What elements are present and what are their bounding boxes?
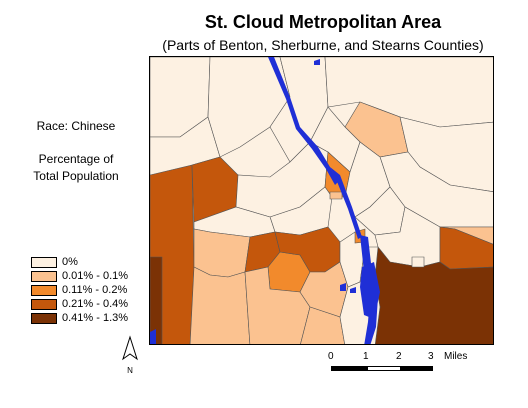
scale-tick-3: 3 (428, 351, 434, 362)
legend-swatch (31, 270, 57, 282)
scale-segment-2 (367, 366, 401, 371)
legend: 0% 0.01% - 0.1% 0.11% - 0.2% 0.21% - 0.4… (31, 255, 128, 325)
scale-tick-2: 2 (396, 351, 402, 362)
tract-ne-top (324, 57, 493, 128)
legend-label: 0.01% - 0.1% (62, 270, 129, 282)
map-subtitle: (Parts of Benton, Sherburne, and Stearns… (162, 37, 484, 53)
legend-label: 0.11% - 0.2% (62, 284, 128, 296)
river-mid (330, 167, 362, 239)
tract-sw-light (189, 266, 251, 344)
tract-sw-orange (193, 228, 251, 278)
legend-swatch (31, 284, 57, 296)
legend-item: 0.21% - 0.4% (31, 297, 128, 311)
legend-item: 0.11% - 0.2% (31, 283, 128, 297)
scale-tick-0: 0 (328, 351, 334, 362)
legend-swatch (31, 298, 57, 310)
map-title: St. Cloud Metropolitan Area (204, 12, 442, 32)
legend-label: 0% (62, 256, 78, 268)
percentage-label-line1: Percentage of (38, 152, 114, 166)
percentage-label: Percentage of Total Population (20, 151, 132, 185)
legend-swatch (31, 256, 57, 268)
lake-small-3 (340, 283, 346, 291)
legend-label: 0.21% - 0.4% (62, 298, 129, 310)
race-label: Race: Chinese (36, 119, 116, 133)
scale-segment-1 (331, 366, 367, 371)
lake-small-1 (150, 329, 156, 344)
percentage-label-line2: Total Population (33, 169, 119, 183)
map-frame (149, 56, 494, 345)
lake-small-4 (350, 287, 356, 293)
lake-small-2 (314, 59, 320, 65)
river-lake (360, 262, 380, 319)
tract-south-light2 (300, 306, 345, 344)
legend-label: 0.41% - 1.3% (62, 312, 129, 324)
scale-bar: 0 1 2 3 Miles (326, 351, 506, 381)
river (150, 57, 380, 344)
scale-tick-1: 1 (363, 351, 369, 362)
choropleth-map (150, 57, 493, 344)
legend-item: 0.41% - 1.3% (31, 311, 128, 325)
north-label: N (127, 366, 133, 375)
legend-item: 0.01% - 0.1% (31, 269, 128, 283)
legend-item: 0% (31, 255, 128, 269)
tract-small-orange-b (329, 191, 343, 200)
scale-unit: Miles (444, 351, 468, 362)
legend-swatch (31, 312, 57, 324)
tract-west-south (150, 256, 163, 344)
river-upper (268, 57, 338, 185)
north-arrow-icon: N (122, 335, 138, 375)
scale-segment-3 (401, 366, 433, 371)
tract-small-light-c (411, 256, 425, 268)
